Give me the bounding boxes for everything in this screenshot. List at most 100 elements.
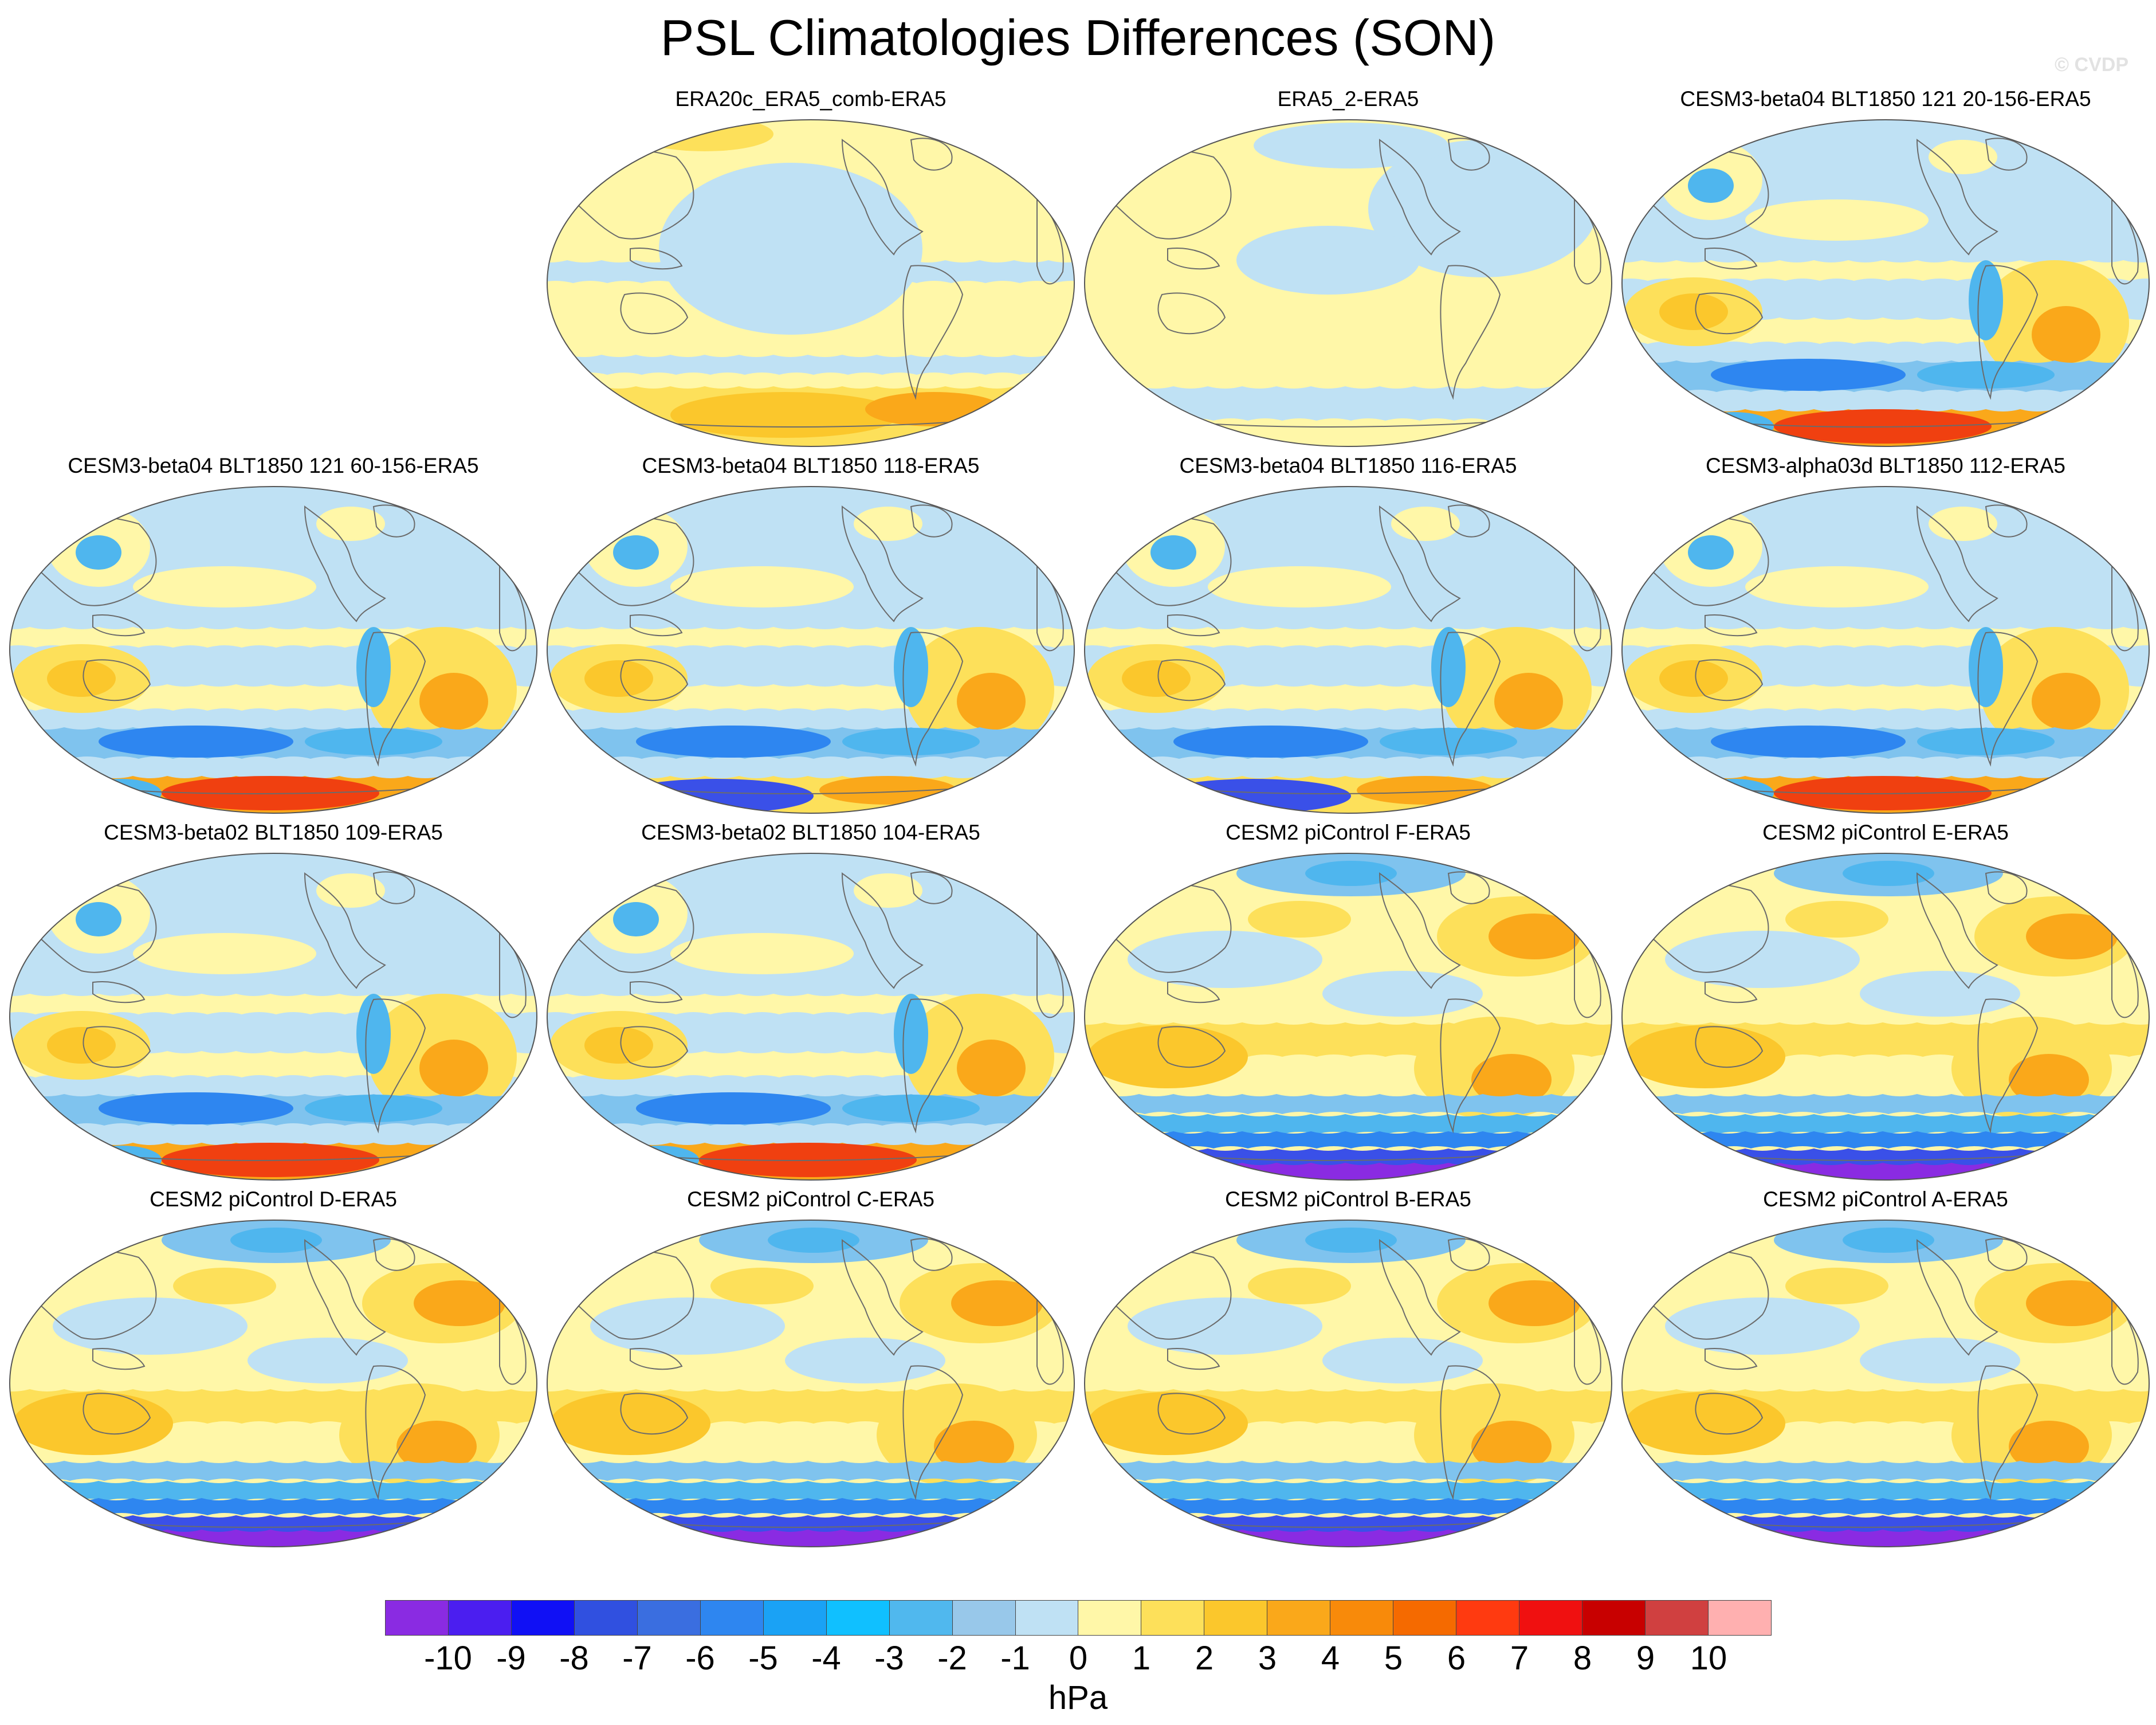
colorbar-box	[448, 1601, 512, 1635]
north-pacific-negative	[1665, 931, 1860, 988]
map-outline	[9, 1220, 537, 1547]
panel-title: ERA5_2-ERA5	[1277, 87, 1419, 111]
north-america-coastline	[304, 872, 386, 989]
indian-ocean-core	[47, 1027, 116, 1064]
north-atlantic-core	[2026, 1280, 2118, 1326]
andes-negative	[1969, 627, 2003, 707]
colorbar-tick-label: 7	[1510, 1640, 1529, 1677]
indian-ocean-positive	[1625, 1025, 1785, 1088]
north-america-coastline	[1916, 505, 1998, 622]
colorbar-units: hPa	[1048, 1679, 1108, 1716]
map-field	[547, 853, 1074, 1180]
panel-title: ERA20c_ERA5_comb-ERA5	[675, 87, 947, 111]
greenland-coastline	[1985, 138, 2028, 171]
north-atlantic-core	[1489, 1280, 1580, 1326]
colorbar-box	[637, 1601, 701, 1635]
south-atlantic-core	[2032, 306, 2100, 363]
australia-coastline	[1157, 292, 1226, 335]
map-panel: CESM3-beta04 BLT1850 116-ERA5	[1082, 453, 1615, 824]
indian-ocean-core	[584, 1027, 653, 1064]
southern-negative-band	[1085, 1498, 1612, 1515]
colorbar-box	[1015, 1601, 1079, 1635]
colorbar-tick-label: -10	[424, 1640, 472, 1677]
south-america-coastline	[902, 265, 964, 400]
map-panel: CESM3-beta02 BLT1850 104-ERA5	[544, 820, 1077, 1191]
map-field	[547, 120, 1074, 446]
panel-title: CESM3-beta04 BLT1850 116-ERA5	[1179, 454, 1517, 477]
colorbar-tick-label: -5	[748, 1640, 778, 1677]
australia-coastline	[83, 1393, 151, 1435]
north-atlantic-core	[2026, 914, 2118, 959]
north-pacific-positive	[133, 933, 316, 974]
antarctic-negative-core	[619, 779, 814, 813]
map-outline	[1084, 1220, 1612, 1547]
andes-negative	[1969, 260, 2003, 340]
andes-negative	[894, 994, 928, 1074]
maritime-continent-coastline	[630, 981, 683, 1003]
map-outline	[1621, 1220, 2150, 1547]
robinson-map	[1621, 1220, 2150, 1547]
map-outline	[1621, 486, 2150, 814]
arctic-negative-core	[1305, 861, 1397, 886]
australia-coastline	[1157, 1026, 1226, 1068]
north-america-coastline	[841, 505, 924, 622]
tropical-negative-band	[547, 260, 1074, 283]
maritime-continent-coastline	[1167, 614, 1220, 637]
panel-title: CESM3-beta02 BLT1850 104-ERA5	[641, 821, 980, 844]
colorbar-box	[1330, 1601, 1394, 1635]
southern-negative-band	[547, 355, 1074, 375]
north-atlantic-core	[414, 1280, 505, 1326]
greenland-coastline	[372, 504, 415, 538]
australia-coastline	[1157, 659, 1226, 701]
robinson-map	[547, 486, 1075, 814]
south-atlantic-core	[419, 673, 488, 730]
south-atlantic-core	[419, 1040, 488, 1097]
map-panel: CESM3-beta02 BLT1850 109-ERA5	[7, 820, 540, 1191]
indian-ocean-core	[584, 660, 653, 697]
greenland-coastline	[910, 871, 953, 904]
tibet-negative	[1688, 535, 1734, 570]
map-outline	[547, 119, 1075, 447]
tibet-negative	[76, 902, 121, 936]
australia-coastline	[83, 1026, 151, 1068]
colorbar-tick-label: 6	[1447, 1640, 1466, 1677]
southern-ocean-core	[305, 728, 442, 755]
australia-coastline	[1157, 1393, 1226, 1435]
map-panel: CESM2 piControl E-ERA5	[1619, 820, 2152, 1191]
south-america-coastline	[1977, 265, 2039, 400]
southern-negative-band	[10, 1498, 537, 1515]
map-field	[10, 487, 537, 813]
map-outline	[1621, 853, 2150, 1181]
map-panel: CESM3-beta04 BLT1850 121 60-156-ERA5	[7, 453, 540, 824]
colorbar-box	[1582, 1601, 1646, 1635]
map-panel-grid: ERA20c_ERA5_comb-ERA5 ERA5_2-ERA5 CESM3-be…	[7, 87, 2152, 1558]
colorbar-tick-label: 8	[1573, 1640, 1592, 1677]
panel-title: CESM2 piControl C-ERA5	[687, 1187, 934, 1211]
robinson-map	[9, 1220, 537, 1547]
southern-negative-band	[1622, 1131, 2149, 1148]
panel-title: CESM3-beta04 BLT1850 121 20-156-ERA5	[1680, 87, 2091, 111]
pacific-negative-anomaly	[659, 163, 922, 335]
colorbar-box	[386, 1601, 449, 1635]
north-america-coastline	[1916, 1238, 1998, 1356]
panel-title: CESM3-alpha03d BLT1850 112-ERA5	[1705, 454, 2065, 477]
greenland-coastline	[1985, 1238, 2028, 1271]
colorbar-box	[952, 1601, 1016, 1635]
north-pacific-positive	[1248, 1268, 1351, 1304]
robinson-map	[1621, 119, 2150, 447]
panel-title: CESM2 piControl F-ERA5	[1226, 821, 1471, 844]
colorbar-tick-label: 0	[1069, 1640, 1088, 1677]
antarctic-positive-core	[865, 392, 1003, 426]
greenland-coastline	[1985, 871, 2028, 904]
tropical-pacific-negative	[1860, 971, 2020, 1017]
south-america-coastline	[902, 1365, 964, 1500]
map-panel: CESM2 piControl B-ERA5	[1082, 1186, 1615, 1558]
south-america-coastline	[1977, 998, 2039, 1134]
maritime-continent-coastline	[92, 1348, 146, 1370]
map-panel: CESM2 piControl F-ERA5	[1082, 820, 1615, 1191]
south-america-coastline	[1440, 998, 1501, 1134]
map-outline	[547, 853, 1075, 1181]
north-pacific-negative	[1128, 931, 1322, 988]
southern-negative-band	[10, 1481, 537, 1501]
map-field	[547, 487, 1074, 813]
